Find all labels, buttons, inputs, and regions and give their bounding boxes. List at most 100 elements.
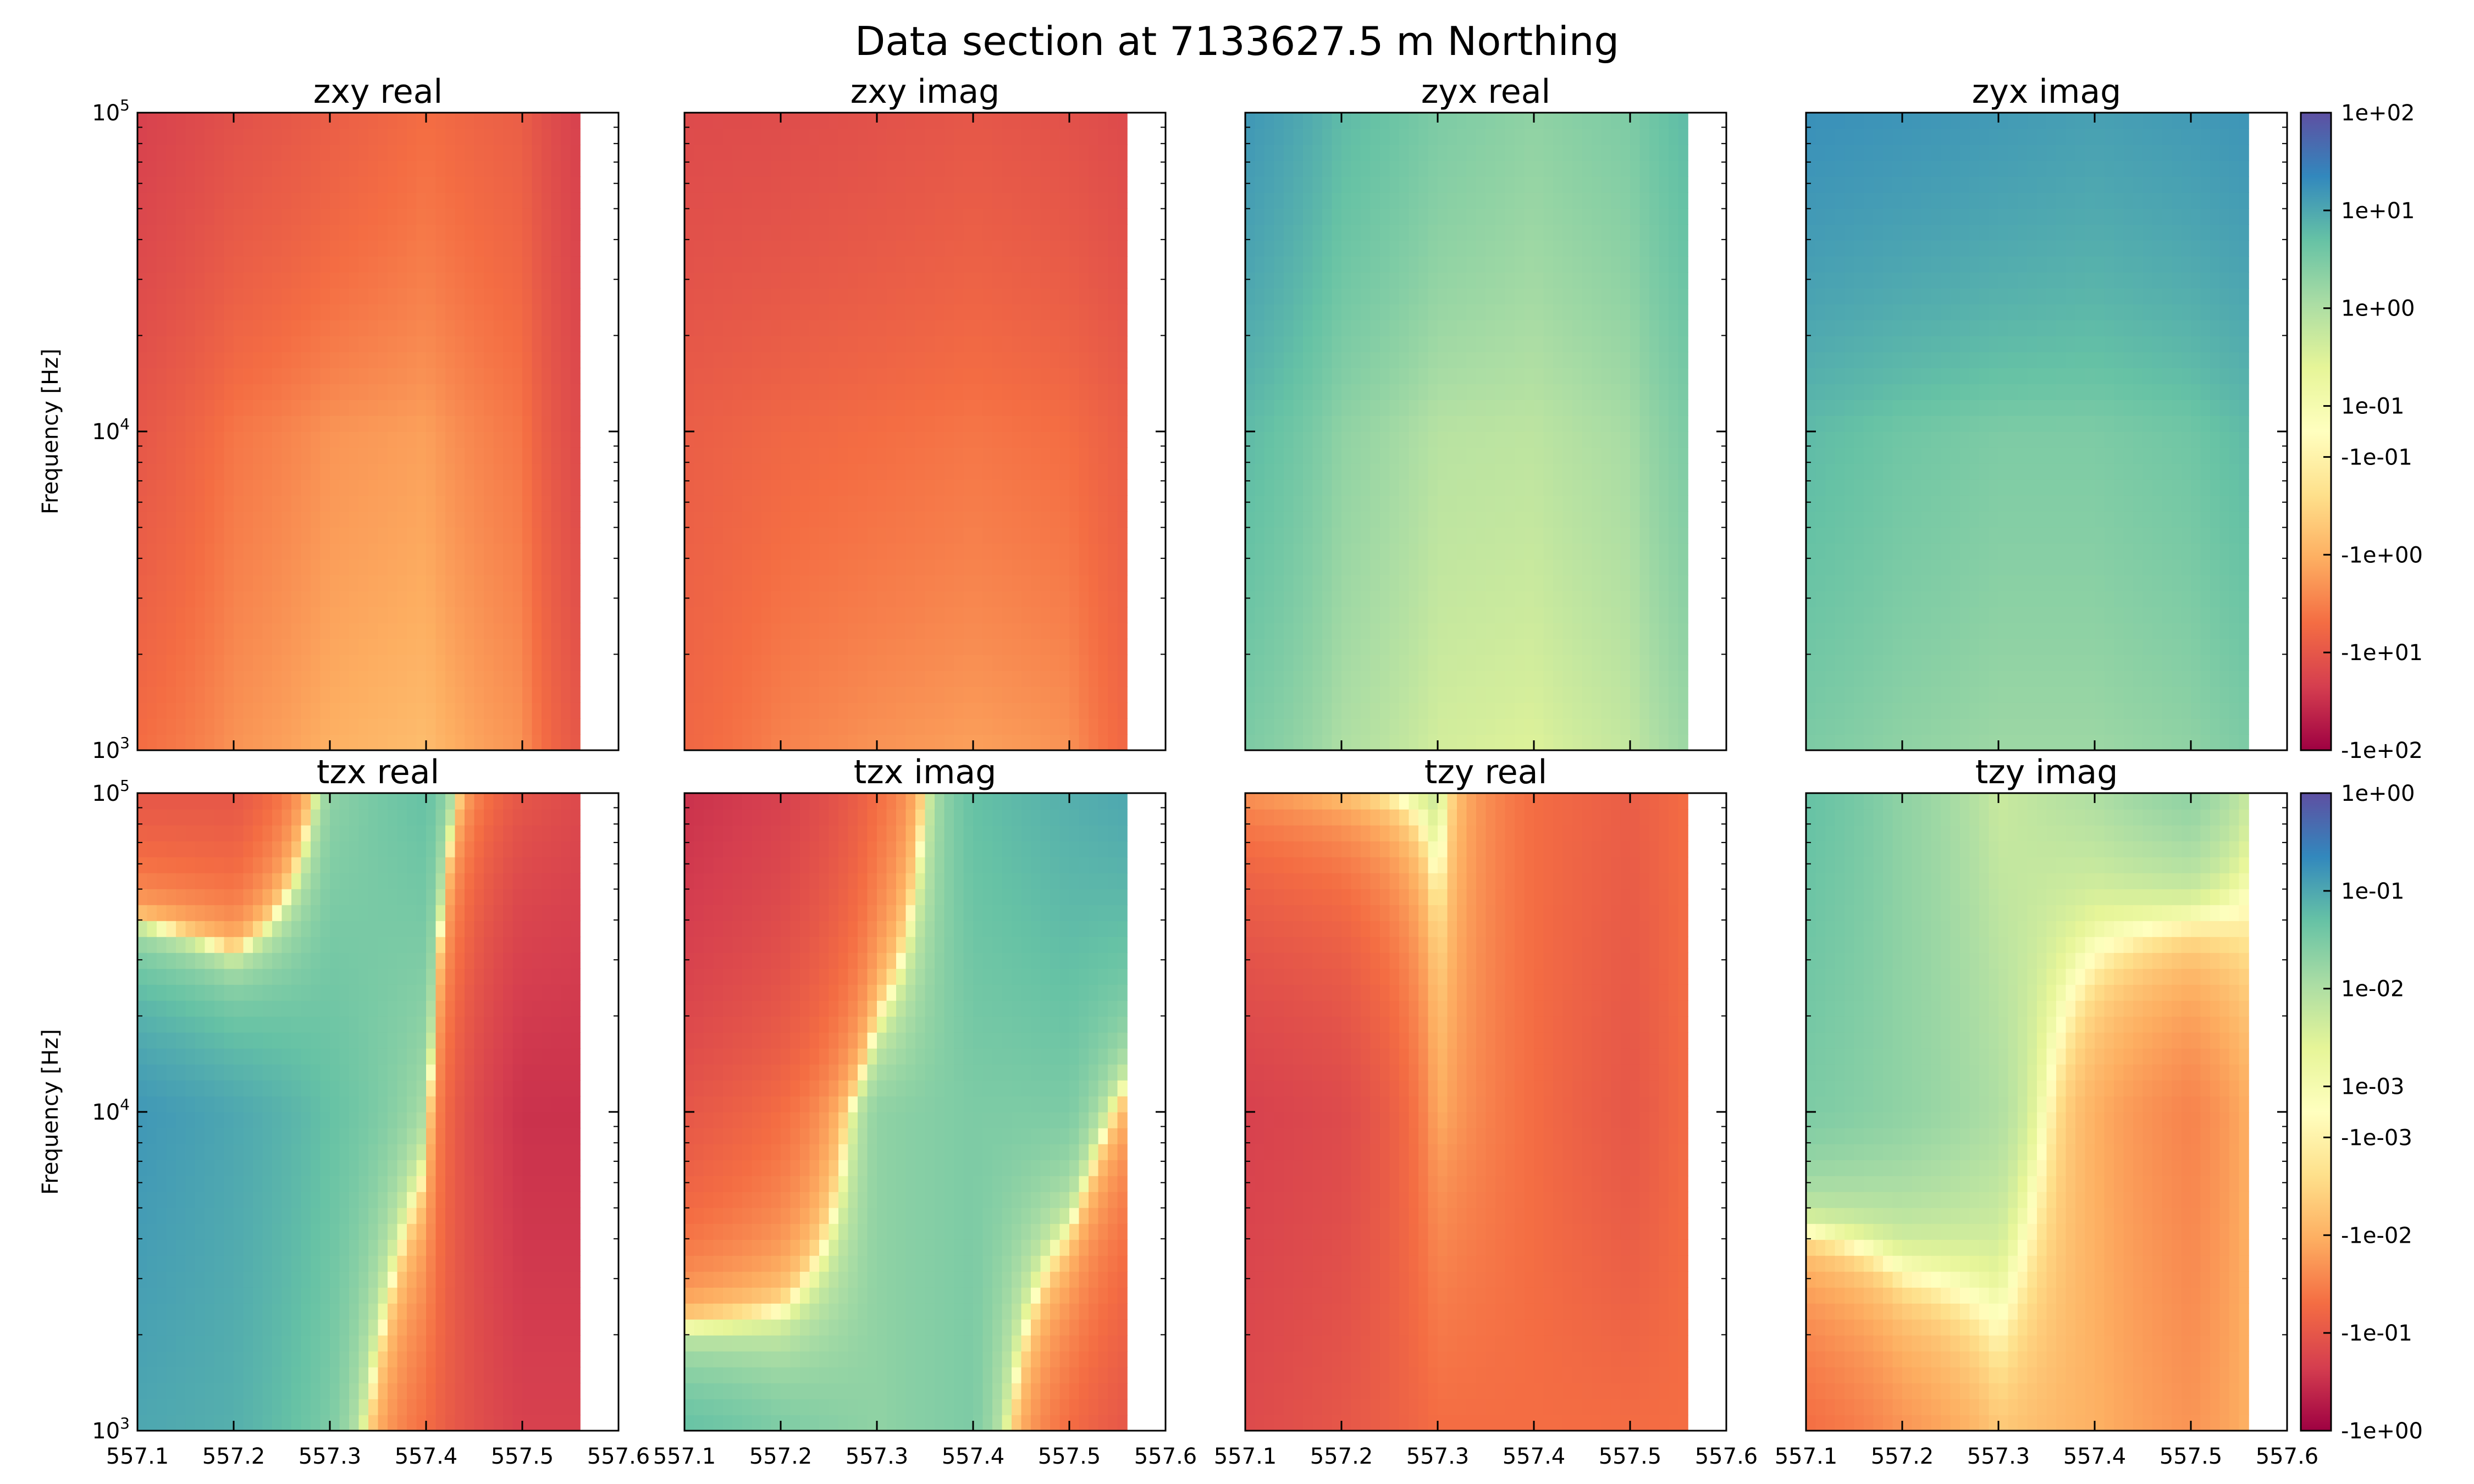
heatmap-cell bbox=[253, 400, 263, 416]
heatmap-cell bbox=[704, 272, 714, 289]
heatmap-cell bbox=[272, 639, 283, 655]
heatmap-cell bbox=[886, 400, 897, 416]
heatmap-cell bbox=[445, 479, 456, 496]
heatmap-cell bbox=[435, 192, 446, 209]
heatmap-cell bbox=[426, 129, 437, 145]
heatmap-cell bbox=[465, 192, 475, 209]
heatmap-cells bbox=[137, 113, 581, 751]
heatmap-cell bbox=[234, 479, 244, 496]
heatmap-cell bbox=[1361, 686, 1371, 703]
heatmap-cell bbox=[1447, 447, 1457, 464]
heatmap-cell bbox=[1524, 527, 1534, 544]
heatmap-cell bbox=[858, 145, 868, 161]
heatmap-cell bbox=[1524, 336, 1534, 352]
heatmap-cell bbox=[1059, 655, 1070, 671]
heatmap-cell bbox=[781, 224, 791, 241]
heatmap-cell bbox=[1312, 671, 1323, 687]
heatmap-cell bbox=[320, 288, 330, 304]
heatmap-cell bbox=[378, 511, 388, 528]
heatmap-cell bbox=[1002, 320, 1012, 336]
heatmap-cell bbox=[1361, 304, 1371, 320]
heatmap-cell bbox=[704, 304, 714, 320]
heatmap-cell bbox=[771, 145, 781, 161]
heatmap-cell bbox=[301, 702, 311, 719]
heatmap-cell bbox=[1040, 734, 1051, 751]
heatmap-cell bbox=[1069, 160, 1080, 177]
heatmap-cell bbox=[1370, 304, 1380, 320]
heatmap-cell bbox=[1012, 718, 1022, 735]
heatmap-cell bbox=[992, 272, 1003, 289]
heatmap-cell bbox=[388, 224, 398, 241]
heatmap-cell bbox=[1428, 479, 1438, 496]
heatmap-cell bbox=[176, 495, 186, 512]
heatmap-cell bbox=[551, 479, 561, 496]
heatmap-cell bbox=[944, 384, 954, 400]
heatmap-cell bbox=[848, 575, 858, 591]
heatmap-cell bbox=[147, 224, 157, 241]
heatmap-cell bbox=[166, 416, 176, 432]
heatmap-cell bbox=[465, 527, 475, 544]
heatmap-cell bbox=[1361, 176, 1371, 193]
heatmap-cell bbox=[416, 336, 427, 352]
heatmap-cell bbox=[973, 240, 984, 257]
heatmap-cell bbox=[551, 352, 561, 368]
heatmap-cell bbox=[368, 575, 379, 591]
heatmap-cell bbox=[435, 734, 446, 751]
heatmap-cell bbox=[1264, 591, 1275, 607]
heatmap-cell bbox=[445, 702, 456, 719]
subplot-title: zxy real bbox=[313, 73, 443, 111]
heatmap-cell bbox=[301, 511, 311, 528]
heatmap-cell bbox=[445, 543, 456, 560]
heatmap-cell bbox=[992, 384, 1003, 400]
heatmap-cell bbox=[1524, 431, 1534, 448]
heatmap-cell bbox=[542, 304, 552, 320]
heatmap-cell bbox=[1409, 368, 1419, 384]
heatmap-cell bbox=[771, 176, 781, 193]
heatmap-cell bbox=[1293, 176, 1304, 193]
heatmap-cell bbox=[407, 336, 417, 352]
heatmap-cell bbox=[493, 416, 504, 432]
heatmap-cell bbox=[1303, 288, 1313, 304]
heatmap-cell bbox=[205, 734, 215, 751]
heatmap-cell bbox=[253, 208, 263, 225]
heatmap-cell bbox=[542, 431, 552, 448]
heatmap-cell bbox=[1428, 495, 1438, 512]
heatmap-cell bbox=[877, 527, 887, 544]
heatmap-cell bbox=[455, 463, 465, 480]
heatmap-cell bbox=[1457, 368, 1467, 384]
heatmap-cell bbox=[771, 543, 781, 560]
heatmap-cell bbox=[262, 240, 273, 257]
heatmap-cell bbox=[484, 702, 494, 719]
heatmap-cell bbox=[858, 176, 868, 193]
heatmap-cell bbox=[455, 495, 465, 512]
heatmap-cell bbox=[147, 495, 157, 512]
heatmap-cell bbox=[1428, 734, 1438, 751]
heatmap-cell bbox=[1098, 176, 1108, 193]
heatmap-cell bbox=[838, 192, 849, 209]
heatmap-cell bbox=[1438, 304, 1448, 320]
heatmap-cell bbox=[234, 368, 244, 384]
heatmap-cell bbox=[1515, 336, 1525, 352]
heatmap-cell bbox=[1457, 702, 1467, 719]
heatmap-cell bbox=[435, 559, 446, 575]
heatmap-cell bbox=[176, 272, 186, 289]
heatmap-cell bbox=[761, 192, 772, 209]
heatmap-cell bbox=[1031, 718, 1041, 735]
heatmap-cell bbox=[1447, 495, 1457, 512]
heatmap-cell bbox=[301, 671, 311, 687]
heatmap-cell bbox=[445, 686, 456, 703]
heatmap-cell bbox=[1515, 734, 1525, 751]
heatmap-cell bbox=[1021, 431, 1031, 448]
heatmap-cell bbox=[1399, 336, 1410, 352]
heatmap-cell bbox=[503, 416, 513, 432]
heatmap-cell bbox=[176, 208, 186, 225]
heatmap-cell bbox=[1012, 240, 1022, 257]
heatmap-cell bbox=[388, 352, 398, 368]
heatmap-cell bbox=[838, 176, 849, 193]
heatmap-cell bbox=[445, 447, 456, 464]
heatmap-cell bbox=[973, 431, 984, 448]
heatmap-cell bbox=[1341, 543, 1352, 560]
heatmap-cell bbox=[1332, 575, 1342, 591]
heatmap-cell bbox=[1438, 416, 1448, 432]
heatmap-cell bbox=[291, 623, 302, 639]
